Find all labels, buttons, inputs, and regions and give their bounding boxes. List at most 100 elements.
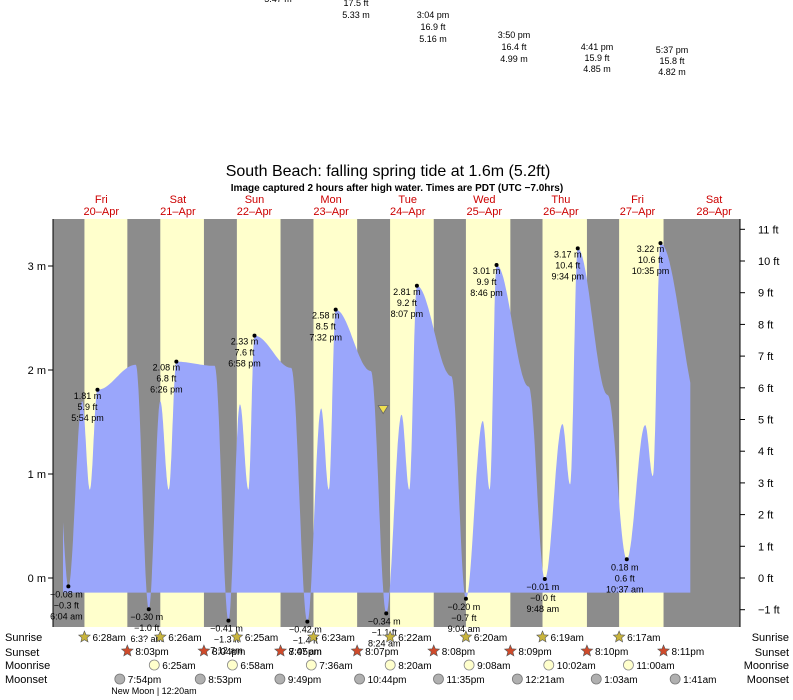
high-tide-point xyxy=(414,283,419,288)
sunset-time: 8:05pm xyxy=(289,647,322,658)
overflow-label-line: 4.82 m xyxy=(658,67,686,77)
low-tide-label-ft: −1.3 ft xyxy=(214,635,240,645)
low-tide-label-time: 6:3? am xyxy=(131,634,164,644)
high-tide-label-time: 7:32 pm xyxy=(309,333,342,343)
high-tide-point xyxy=(174,359,179,364)
sunset-time: 8:04pm xyxy=(212,647,245,658)
low-tide-label-m: −0.20 m xyxy=(448,602,481,612)
high-tide-label-ft: 8.5 ft xyxy=(316,322,337,332)
sunrise-icon xyxy=(230,630,244,643)
right-axis-label: 1 ft xyxy=(758,541,773,553)
current-tide-marker xyxy=(377,405,389,415)
moonset-time: 1:41am xyxy=(683,675,716,686)
sunset-icon xyxy=(120,644,134,657)
moonset-icon xyxy=(433,673,444,685)
day-label-date: 28–Apr xyxy=(696,206,732,218)
day-label-date: 26–Apr xyxy=(543,206,579,218)
chart-subtitle: Image captured 2 hours after high water.… xyxy=(231,183,563,194)
right-axis-label: 8 ft xyxy=(758,319,773,331)
sunset-time: 8:03pm xyxy=(135,647,168,658)
right-axis-label: 9 ft xyxy=(758,288,773,300)
moonrise-time: 9:08am xyxy=(477,661,510,672)
overflow-label-line: 5.47 m xyxy=(264,0,292,4)
high-tide-label-ft: 6.8 ft xyxy=(156,374,177,384)
low-tide-label-ft: 0.6 ft xyxy=(615,573,636,583)
low-tide-label-time: 7:12 am xyxy=(210,646,243,656)
day-label-dow: Fri xyxy=(95,194,108,206)
high-tide-point xyxy=(333,307,338,312)
low-tide-point xyxy=(624,557,629,562)
moonset-time: 1:03am xyxy=(604,675,637,686)
day-label-dow: Sat xyxy=(170,194,187,206)
moonrise-time: 6:58am xyxy=(240,661,273,672)
low-tide-label-m: −0.08 m xyxy=(50,589,83,599)
sunset-icon xyxy=(197,644,211,657)
right-axis-label: 0 ft xyxy=(758,573,773,585)
day-label-dow: Fri xyxy=(631,194,644,206)
astro-row-label-left: Sunset xyxy=(5,647,39,659)
low-tide-label-m: −0.01 m xyxy=(526,582,559,592)
moonset-icon xyxy=(590,673,602,685)
astro-row-label-right: Moonrise xyxy=(744,660,789,672)
overflow-label-line: 15.9 ft xyxy=(584,53,610,63)
moonrise-icon xyxy=(148,659,160,671)
moonrise-icon xyxy=(623,659,634,671)
astro-row-label-right: Moonset xyxy=(747,674,789,686)
top-overflow-labels: 5.47 m 17.5 ft 5.33 m 3:04 pm 16.9 ft 5.16 m 3… xyxy=(264,0,688,77)
tide-area xyxy=(63,243,691,622)
high-tide-label-time: 8:46 pm xyxy=(470,288,503,298)
high-tide-label-time: 10:35 pm xyxy=(632,266,670,276)
low-tide-label-ft: −0.7 ft xyxy=(451,613,477,623)
low-tide-point xyxy=(66,584,71,589)
moonrise-time: 7:36am xyxy=(319,661,352,672)
left-axis-label: 2 m xyxy=(28,365,46,377)
overflow-label-line: 16.4 ft xyxy=(501,42,527,52)
high-tide-point xyxy=(494,262,499,267)
low-tide-label-m: −0.41 m xyxy=(210,624,243,634)
day-label-date: 21–Apr xyxy=(160,206,196,218)
sunrise-time: 6:19am xyxy=(551,633,584,644)
high-tide-label-m: 1.81 m xyxy=(74,391,102,401)
sunrise-time: 6:28am xyxy=(92,633,125,644)
right-axis-label: 7 ft xyxy=(758,351,773,363)
low-tide-label-time: 9:04 am xyxy=(448,624,481,634)
high-tide-label-m: 3.17 m xyxy=(554,249,582,259)
overflow-label-line: 4.85 m xyxy=(583,64,611,74)
high-tide-label-ft: 10.4 ft xyxy=(555,260,581,270)
right-axis-label: 5 ft xyxy=(758,415,773,427)
moonrise-icon xyxy=(543,659,555,671)
sunset-icon xyxy=(580,644,594,657)
astro-row-label-left: Sunrise xyxy=(5,632,42,644)
sunrise-time: 6:26am xyxy=(168,633,201,644)
low-tide-point xyxy=(305,619,310,624)
overflow-label-line: 4.99 m xyxy=(500,54,528,64)
sunset-time: 8:08pm xyxy=(442,647,475,658)
low-tide-label-ft: −0.0 ft xyxy=(530,593,556,603)
right-axis-label: 4 ft xyxy=(758,446,773,458)
astro-row-label-right: Sunrise xyxy=(752,632,789,644)
moonset-time: 12:21am xyxy=(525,675,564,686)
moonset-icon xyxy=(114,673,126,685)
sunrise-icon xyxy=(612,630,626,643)
day-label-date: 27–Apr xyxy=(620,206,656,218)
right-axis-label: 10 ft xyxy=(758,256,779,268)
day-label-date: 23–Apr xyxy=(313,206,349,218)
sunset-time: 8:09pm xyxy=(518,647,551,658)
sunset-time: 8:07pm xyxy=(365,647,398,658)
low-tide-point xyxy=(542,577,547,582)
moonrise-time: 8:20am xyxy=(398,661,431,672)
high-tide-label-time: 5:54 pm xyxy=(71,413,104,423)
sunset-time: 8:11pm xyxy=(672,647,705,658)
high-tide-label-m: 2.33 m xyxy=(231,337,259,347)
high-tide-label-m: 2.08 m xyxy=(153,363,181,373)
day-label-date: 22–Apr xyxy=(237,206,273,218)
day-label-dow: Sun xyxy=(245,194,265,206)
moonset-time: 7:54pm xyxy=(128,675,161,686)
moonset-time: 10:44pm xyxy=(368,675,407,686)
sunrise-time: 6:20am xyxy=(474,633,507,644)
sunrise-icon xyxy=(536,630,549,643)
high-tide-point xyxy=(575,246,580,251)
high-tide-label-m: 2.58 m xyxy=(312,311,340,321)
